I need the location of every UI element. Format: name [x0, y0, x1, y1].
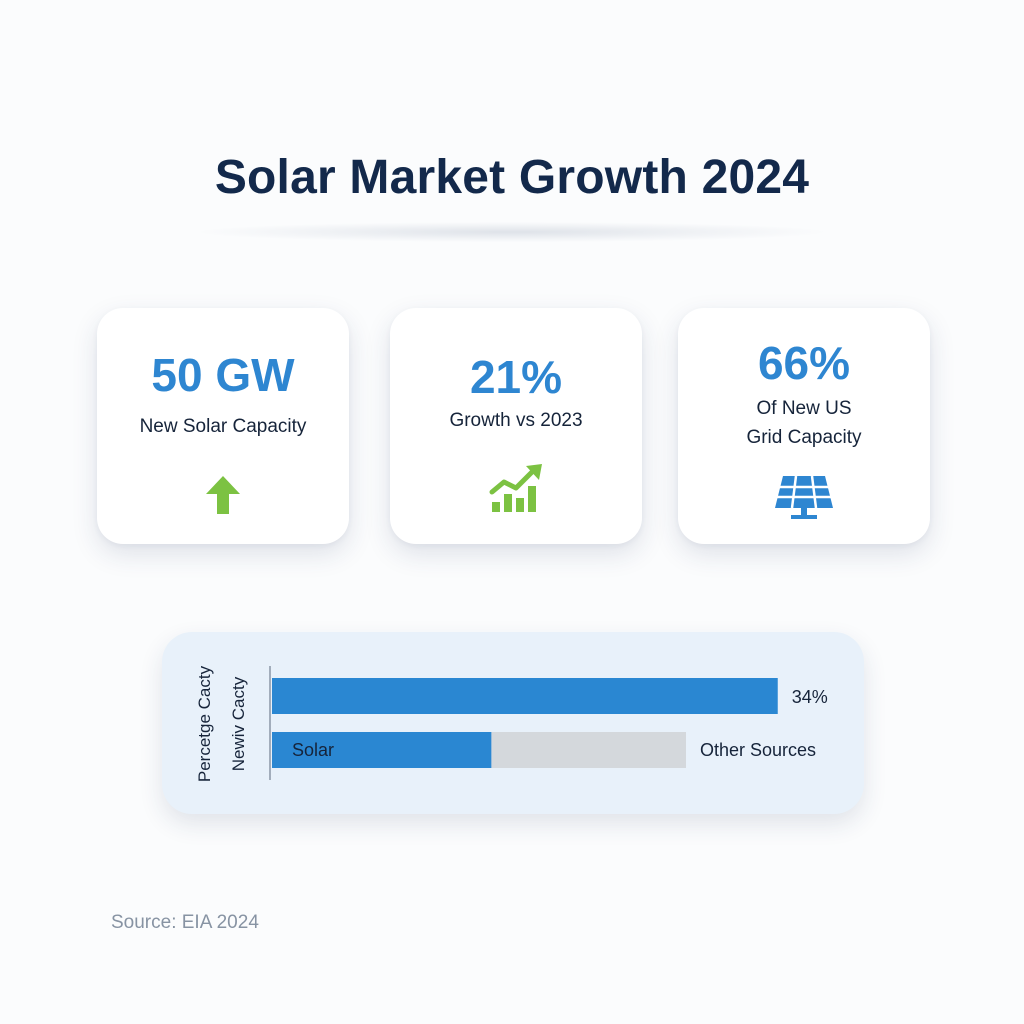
stat-card-capacity: 50 GW New Solar Capacity: [97, 308, 349, 544]
stat-label: New Solar Capacity: [139, 416, 307, 437]
source-note: Source: EIA 2024: [111, 912, 259, 933]
stat-value: 66%: [757, 337, 851, 389]
bar-segment-other-sources: [491, 732, 686, 768]
chart-panel: Percetge Cacty Newiv Cacty 34% Solar Oth…: [162, 632, 864, 814]
stat-label: Of New US Grid Capacity: [678, 394, 930, 452]
stat-value: 21%: [469, 351, 563, 403]
stat-value: 50 GW: [151, 349, 295, 401]
stat-label: Growth vs 2023: [449, 410, 583, 431]
bar-segment-solar: [272, 732, 492, 768]
title-shadow: [200, 222, 824, 242]
bar-percentage: [272, 678, 778, 714]
page-title: Solar Market Growth 2024: [214, 151, 810, 204]
stat-card-growth: 21% Growth vs 2023: [390, 308, 642, 544]
arrow-up-icon: [206, 476, 240, 514]
segment-label-other-sources: Other Sources: [700, 740, 816, 760]
stat-label-line: Grid Capacity: [746, 427, 862, 448]
y-axis-label: Newiv Cacty: [229, 676, 248, 771]
stat-card-grid-share: 66% Of New US Grid Capacity: [678, 308, 930, 544]
solar-panel-icon: [775, 475, 833, 519]
growth-chart-icon: [489, 464, 542, 512]
segment-label-solar: Solar: [292, 740, 334, 760]
capacity-bar-chart: Percetge Cacty Newiv Cacty 34% Solar Oth…: [195, 665, 828, 782]
bar-value-label: 34%: [792, 687, 828, 707]
stat-label-line: Of New US: [756, 398, 852, 419]
y-axis-label: Percetge Cacty: [195, 665, 214, 782]
